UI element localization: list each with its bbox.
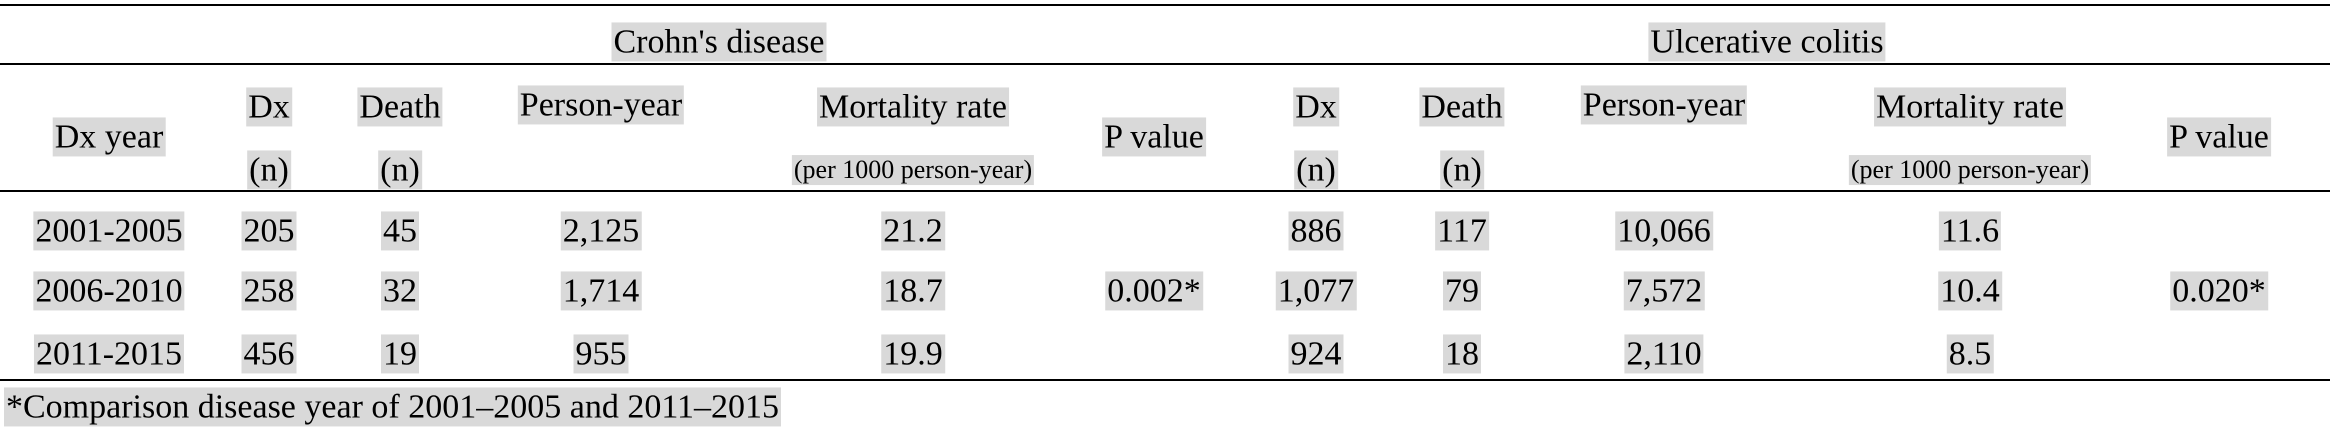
header-cell: P value <box>1102 117 1206 157</box>
table-cell: 7,572 <box>1623 271 1705 311</box>
table-cell: 1,077 <box>1275 271 1357 311</box>
table-cell: 10,066 <box>1615 211 1713 251</box>
p-value-cell: 0.020* <box>2170 271 2268 311</box>
header-subcell: (n) <box>1294 150 1338 190</box>
table-cell: 924 <box>1288 334 1344 374</box>
table-cell: 18.7 <box>881 271 945 311</box>
header-cell: Death <box>1419 87 1505 127</box>
table-cell: 205 <box>241 211 297 251</box>
table-cell: 79 <box>1443 271 1481 311</box>
header-cell: Person-year <box>1580 85 1748 125</box>
header-cell: Death <box>357 87 443 127</box>
header-cell: Mortality rate <box>1874 87 2066 127</box>
header-cell: P value <box>2167 117 2271 157</box>
table-cell: 11.6 <box>1938 211 2002 251</box>
group-header: Ulcerative colitis <box>1648 22 1886 62</box>
table-cell: 258 <box>241 271 297 311</box>
table-cell: 10.4 <box>1938 271 2002 311</box>
table-cell: 1,714 <box>560 271 642 311</box>
header-subcell: (n) <box>1440 150 1484 190</box>
rule-header <box>0 190 2330 192</box>
group-header: Crohn's disease <box>611 22 827 62</box>
row-label: 2011-2015 <box>33 334 185 374</box>
row-label: 2001-2005 <box>33 211 185 251</box>
rule-bottom <box>0 379 2330 381</box>
table-cell: 19.9 <box>881 334 945 374</box>
header-subcell: (per 1000 person-year) <box>791 155 1035 185</box>
table-cell: 2,110 <box>1624 334 1704 374</box>
header-subcell: (per 1000 person-year) <box>1848 155 2092 185</box>
table-cell: 117 <box>1435 211 1489 251</box>
header-cell: Mortality rate <box>817 87 1009 127</box>
rule-group <box>0 63 2330 65</box>
table-cell: 456 <box>241 334 297 374</box>
header-cell: Dx <box>1293 87 1339 127</box>
p-value-cell: 0.002* <box>1105 271 1203 311</box>
rule-top <box>0 4 2330 6</box>
header-cell: Person-year <box>517 85 685 125</box>
header-subcell: (n) <box>378 150 422 190</box>
table-cell: 18 <box>1443 334 1481 374</box>
table-cell: 21.2 <box>881 211 945 251</box>
footnote: *Comparison disease year of 2001–2005 an… <box>4 387 782 427</box>
table-cell: 32 <box>381 271 419 311</box>
table-cell: 2,125 <box>560 211 642 251</box>
table-cell: 886 <box>1288 211 1344 251</box>
header-cell: Dx <box>246 87 292 127</box>
table-cell: 8.5 <box>1946 334 1994 374</box>
table-cell: 45 <box>381 211 419 251</box>
header-subcell: (n) <box>247 150 291 190</box>
table-cell: 955 <box>573 334 629 374</box>
row-label: 2006-2010 <box>33 271 185 311</box>
table-cell: 19 <box>381 334 419 374</box>
header-cell: Dx year <box>52 117 166 157</box>
